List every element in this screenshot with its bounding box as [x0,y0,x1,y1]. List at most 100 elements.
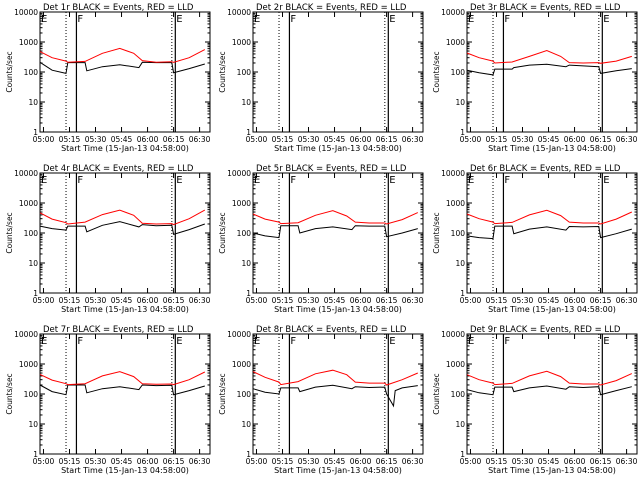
marker-label: E [603,336,609,347]
marker-label: E [468,175,474,186]
panel-det-8r: Det 8r BLACK = Events, RED = LLD 1 10 100 10… [218,325,424,475]
y-axis-label: Counts/sec [5,212,14,253]
y-tick-label: 10000 [227,8,251,17]
x-tick-label: 06:30 [402,457,424,466]
x-tick-label: 05:15 [59,296,81,305]
x-tick-label: 05:45 [111,296,133,305]
x-axis-label: Start Time (15-Jan-13 04:58:00) [61,466,189,475]
y-tick-label: 10 [241,98,251,107]
x-tick-label: 05:30 [85,457,107,466]
marker-label: E [41,14,47,25]
x-tick-label: 05:15 [486,457,508,466]
x-tick-label: 06:00 [137,296,159,305]
marker-label: E [176,14,182,25]
marker-label: F [290,14,296,25]
x-tick-label: 06:00 [564,457,586,466]
y-tick-label: 10 [241,259,251,268]
panel-det-4r: Det 4r BLACK = Events, RED = LLD 1 10 100 10… [5,164,211,314]
x-tick-label: 06:00 [137,135,159,144]
x-tick-label: 06:30 [189,457,211,466]
marker-label: F [77,175,83,186]
marker-label: E [468,336,474,347]
panel-title: Det 3r BLACK = Events, RED = LLD [470,3,621,13]
marker-label: F [504,14,510,25]
series-events-line [39,61,205,75]
series-events-line [252,384,418,408]
y-tick-label: 1000 [232,38,251,47]
y-axis-label: Counts/sec [5,373,14,414]
x-tick-label: 06:15 [376,135,398,144]
x-tick-label: 05:00 [460,296,482,305]
series-lld-line [39,209,206,226]
plot-frame [252,172,424,294]
marker-label: E [41,336,47,347]
x-tick-label: 05:45 [324,135,346,144]
y-tick-label: 100 [237,68,252,77]
y-tick-label: 100 [451,390,466,399]
y-tick-label: 10000 [14,8,38,17]
series-lld-line [252,369,418,386]
y-tick-label: 10000 [14,330,38,339]
x-axis-label: Start Time (15-Jan-13 04:58:00) [61,305,189,314]
y-tick-label: 1000 [232,360,251,369]
x-tick-label: 06:15 [590,296,612,305]
y-tick-label: 10 [28,98,38,107]
x-tick-label: 06:00 [350,135,372,144]
x-tick-label: 05:45 [324,296,346,305]
x-axis-label: Start Time (15-Jan-13 04:58:00) [274,466,402,475]
series-events-line [466,63,632,76]
x-tick-label: 05:15 [272,457,294,466]
x-axis-label: Start Time (15-Jan-13 04:58:00) [488,305,616,314]
y-tick-label: 10 [455,259,465,268]
marker-label: F [504,336,510,347]
x-axis-label: Start Time (15-Jan-13 04:58:00) [274,144,402,153]
plot-frame [252,11,424,133]
x-axis-label: Start Time (15-Jan-13 04:58:00) [488,144,616,153]
y-tick-label: 1 [246,450,251,459]
x-axis-label: Start Time (15-Jan-13 04:58:00) [61,144,189,153]
x-tick-label: 05:45 [111,457,133,466]
x-tick-label: 05:15 [59,135,81,144]
x-tick-label: 05:00 [246,457,268,466]
plot-frame [39,333,211,455]
x-tick-label: 06:00 [564,135,586,144]
x-tick-label: 05:45 [111,135,133,144]
y-tick-label: 10000 [441,169,465,178]
y-tick-label: 10000 [441,330,465,339]
panel-title: Det 5r BLACK = Events, RED = LLD [256,164,407,174]
x-tick-label: 05:30 [512,296,534,305]
series-events-line [252,225,418,239]
marker-label: E [176,175,182,186]
plot-frame [39,172,211,294]
x-tick-label: 05:45 [538,457,560,466]
marker-label: E [468,14,474,25]
y-axis-label: Counts/sec [432,373,441,414]
x-tick-label: 06:00 [137,457,159,466]
x-tick-label: 06:15 [376,457,398,466]
marker-label: E [41,175,47,186]
x-tick-label: 05:00 [33,296,55,305]
marker-label: F [504,175,510,186]
y-tick-label: 10 [28,259,38,268]
x-tick-label: 05:45 [324,457,346,466]
x-tick-label: 05:00 [460,457,482,466]
x-tick-label: 05:15 [272,135,294,144]
x-tick-label: 06:30 [616,296,638,305]
x-tick-label: 05:00 [33,457,55,466]
x-tick-label: 06:30 [402,135,424,144]
x-tick-label: 06:15 [590,135,612,144]
y-tick-label: 1000 [446,360,465,369]
x-tick-label: 05:30 [298,296,320,305]
y-tick-label: 10000 [227,330,251,339]
series-lld-line [252,210,419,225]
x-tick-label: 06:15 [376,296,398,305]
x-tick-label: 05:45 [538,135,560,144]
x-tick-label: 05:30 [298,135,320,144]
panel-title: Det 8r BLACK = Events, RED = LLD [256,325,407,335]
x-tick-label: 05:00 [33,135,55,144]
marker-label: E [254,336,260,347]
x-tick-label: 05:15 [486,296,508,305]
marker-label: F [77,14,83,25]
y-tick-label: 1000 [446,199,465,208]
x-tick-label: 06:30 [616,457,638,466]
